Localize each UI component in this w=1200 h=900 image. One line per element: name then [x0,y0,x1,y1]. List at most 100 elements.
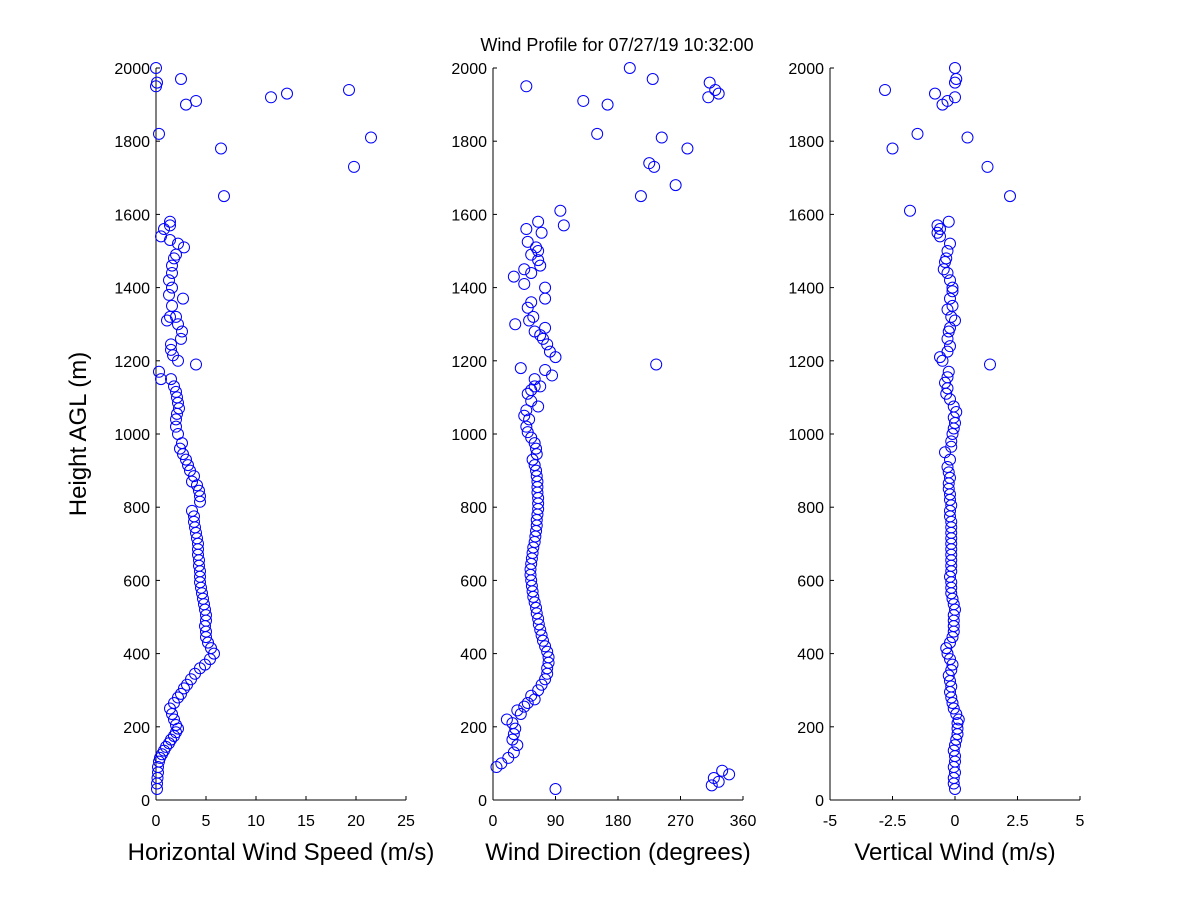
y-tick-label: 1600 [451,207,487,224]
x-tick-label: 0 [152,813,161,830]
y-tick-label: 2000 [114,61,150,78]
x-tick-label: 25 [397,813,415,830]
data-point [165,373,177,386]
data-point [530,601,543,614]
data-point [158,223,170,236]
data-point [941,94,954,107]
x-tick-label: 15 [297,813,315,830]
y-tick-label: 1000 [114,427,150,444]
y-tick-label: 1600 [114,207,150,224]
x-tick-label: 20 [347,813,365,830]
data-point [949,314,961,327]
data-point [507,746,520,759]
data-point [716,764,729,777]
data-point [348,160,360,173]
data-point [944,321,956,334]
data-point [165,733,177,746]
data-point [703,76,716,89]
data-point [180,453,192,466]
data-point [944,340,956,353]
data-point [539,363,552,376]
y-tick-label: 1200 [788,354,824,371]
y-tick-label: 1000 [451,427,487,444]
data-point [509,318,522,331]
data-point [152,761,164,774]
data-point [151,76,163,89]
data-point [518,700,531,713]
x-axis-label: Vertical Wind (m/s) [854,839,1055,866]
data-point [941,460,954,473]
data-point [944,453,956,466]
data-point [646,72,659,85]
x-tick-label: 270 [667,813,694,830]
data-point [190,358,202,371]
data-point [205,642,217,655]
y-tick-label: 400 [797,647,824,664]
data-point [194,490,206,503]
data-point [178,241,190,254]
data-point [506,733,519,746]
x-axis-label: Horizontal Wind Speed (m/s) [128,839,435,866]
data-point [165,343,177,356]
y-tick-label: 2000 [451,61,487,78]
data-point [165,338,177,351]
x-tick-label: 360 [730,813,757,830]
x-tick-label: 0 [489,813,498,830]
data-point [886,142,899,155]
data-point [521,235,534,248]
data-point [521,426,534,439]
data-point [554,204,567,217]
data-point [507,270,520,283]
data-point [931,226,944,239]
data-point [175,687,187,700]
data-point [944,636,956,649]
data-point [528,373,541,386]
data-point [495,757,508,770]
data-point [343,83,355,96]
data-point [172,691,184,704]
data-point [171,391,183,404]
data-point [190,94,202,107]
data-point [530,442,543,455]
data-point [500,713,513,726]
data-point [525,266,538,279]
panel-speed: 0 200 400 600 800 1000 1200 1400 1600 1800 2000 0 5 1… [65,61,434,866]
y-tick-label: 800 [797,500,824,517]
data-point [180,98,192,111]
data-point [170,413,182,426]
data-point [941,266,954,279]
y-tick-label: 200 [797,720,824,737]
data-point [934,351,946,364]
data-point [518,409,531,422]
y-tick-label: 1400 [114,281,150,298]
y-tick-label: 0 [815,793,824,810]
y-tick-label: 1600 [788,207,824,224]
data-point [942,466,955,479]
data-point [184,464,196,477]
data-point [170,420,182,433]
data-point [945,680,958,693]
data-point [208,647,220,660]
data-point [944,237,956,250]
data-point [949,91,961,104]
data-points [150,62,377,796]
x-tick-label: 5 [1076,813,1085,830]
data-point [945,435,958,448]
data-point [161,314,173,327]
data-point [942,215,955,228]
data-point [525,395,538,408]
data-point [532,215,545,228]
data-point [265,91,277,104]
data-point [945,440,958,453]
data-point [153,365,165,378]
y-tick-label: 1000 [788,427,824,444]
y-tick-label: 600 [460,573,487,590]
data-point [546,369,559,382]
data-point [557,219,570,232]
x-tick-label: 90 [547,813,565,830]
data-point [535,226,548,239]
data-point [669,179,682,192]
x-tick-label: -5 [823,813,837,830]
data-point [648,160,661,173]
